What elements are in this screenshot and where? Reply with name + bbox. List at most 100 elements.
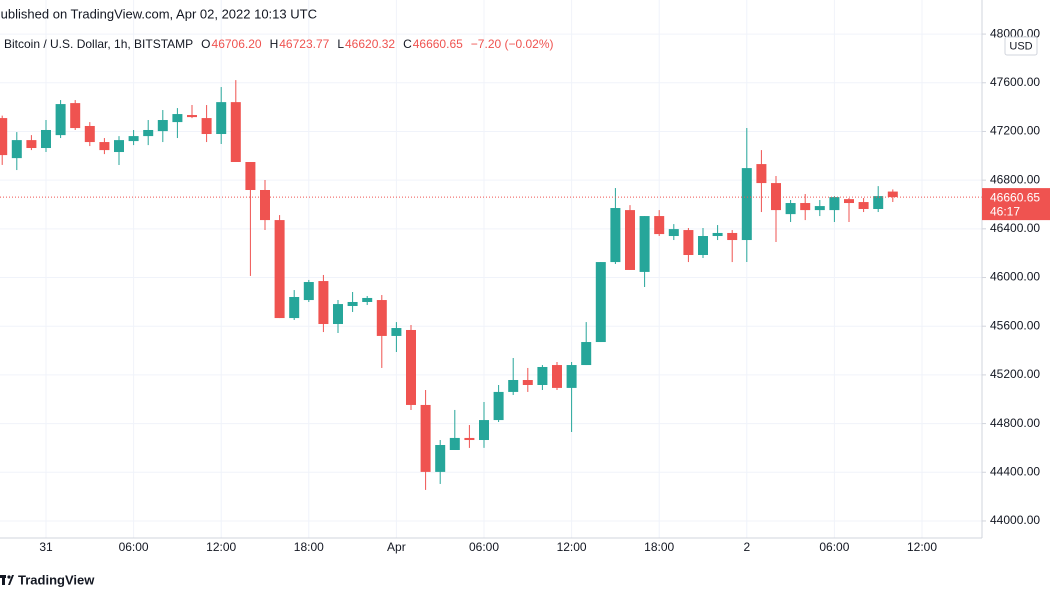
- candle-body: [829, 197, 840, 211]
- legend-value: 46620.32: [345, 37, 395, 51]
- y-tick-label: 44000.00: [990, 513, 1040, 527]
- candle-body: [566, 365, 577, 388]
- legend-value: 46723.77: [279, 37, 329, 51]
- brand: TradingView: [18, 572, 95, 587]
- candle-body: [143, 129, 154, 137]
- candle-body: [26, 140, 37, 149]
- last-price-box: [982, 188, 1050, 221]
- candle-body: [303, 282, 314, 301]
- candle-body: [55, 104, 66, 136]
- x-tick-label: 12:00: [907, 540, 937, 554]
- candles: [0, 80, 982, 490]
- candle-body: [11, 140, 22, 159]
- candle-body: [814, 206, 825, 211]
- candle-body: [887, 191, 898, 198]
- legend-value: 46706.20: [212, 37, 262, 51]
- candle-body: [157, 120, 168, 132]
- candle-body: [260, 190, 270, 221]
- candle-body: [464, 437, 475, 441]
- candle-body: [333, 304, 343, 325]
- candle-body: [347, 301, 358, 307]
- candle-body: [128, 136, 139, 142]
- candle-body: [858, 202, 869, 209]
- y-tick-label: 46400.00: [990, 221, 1040, 235]
- candle-body: [435, 445, 446, 472]
- candle-body: [727, 232, 738, 241]
- x-tick-label: 12:00: [557, 540, 587, 554]
- candle-body: [420, 404, 431, 472]
- candle-body: [552, 365, 562, 388]
- legend-key: C: [403, 37, 412, 51]
- candle-body: [449, 437, 460, 450]
- y-tick-label: 44800.00: [990, 416, 1040, 430]
- published-header: Published on TradingView.com, Apr 02, 20…: [0, 6, 317, 21]
- candle-body: [41, 129, 51, 149]
- candle-body: [406, 329, 416, 405]
- candle-body: [595, 262, 606, 343]
- y-tick-label: 44400.00: [990, 464, 1040, 478]
- legend-key: L: [337, 37, 344, 51]
- candle-body: [581, 342, 592, 366]
- candle-body: [172, 114, 183, 123]
- grid: [0, 0, 986, 538]
- y-tick-label: 47600.00: [990, 75, 1040, 89]
- currency-box: [1004, 36, 1038, 56]
- x-tick-label: Apr: [387, 540, 406, 554]
- candle-body: [201, 118, 212, 135]
- candle-body: [756, 164, 767, 184]
- x-tick-label: 18:00: [644, 540, 674, 554]
- candle-body: [376, 300, 387, 336]
- candle-body: [362, 297, 373, 302]
- candle-body: [289, 296, 300, 319]
- x-tick-label: 06:00: [469, 540, 499, 554]
- legend-change: −7.20 (−0.02%): [471, 37, 554, 51]
- candle-body: [0, 118, 8, 156]
- footer-logo: [0, 575, 14, 585]
- candle-body: [70, 103, 81, 129]
- candle-body: [508, 380, 519, 392]
- candle-body: [187, 115, 197, 118]
- candle-body: [114, 140, 124, 153]
- x-tick-label: 18:00: [294, 540, 324, 554]
- candle-body: [668, 229, 679, 237]
- legend-key: H: [270, 37, 279, 51]
- candle-body: [698, 236, 708, 256]
- candle-body: [318, 281, 329, 325]
- candle-body: [741, 168, 752, 241]
- candle-body: [800, 203, 811, 211]
- candle-body: [844, 199, 854, 204]
- candle-body: [479, 420, 489, 441]
- legend-key: O: [201, 37, 210, 51]
- candle-body: [537, 366, 548, 385]
- candle-body: [771, 183, 781, 211]
- candle-body: [274, 220, 285, 319]
- y-tick-label: 45600.00: [990, 318, 1040, 332]
- x-tick-label: 06:00: [119, 540, 149, 554]
- candle-body: [639, 216, 650, 272]
- candle-body: [493, 391, 504, 421]
- x-tick-label: 12:00: [206, 540, 236, 554]
- candle-body: [99, 142, 110, 151]
- x-tick-label: 31: [39, 540, 53, 554]
- y-tick-label: 47200.00: [990, 124, 1040, 138]
- symbol: Bitcoin / U.S. Dollar, 1h, BITSTAMP: [4, 37, 193, 51]
- candle-body: [683, 230, 694, 256]
- candle-body: [84, 125, 95, 143]
- y-tick-label: 46800.00: [990, 172, 1040, 186]
- candle-body: [216, 102, 227, 135]
- legend-value: 46660.65: [413, 37, 463, 51]
- y-tick-label: 45200.00: [990, 367, 1040, 381]
- last-price-label: 46660.65: [990, 190, 1040, 204]
- candle-body: [245, 162, 256, 191]
- candle-body: [625, 210, 635, 270]
- y-tick-label: 46000.00: [990, 270, 1040, 284]
- candle-body: [230, 102, 241, 163]
- currency: USD: [1009, 40, 1032, 52]
- candle-body: [873, 196, 884, 209]
- ohlc-legend: Bitcoin / U.S. Dollar, 1h, BITSTAMP O4670…: [4, 37, 554, 51]
- labels: 44000.00 44400.00 44800.00 45200.00 45600.00…: [39, 26, 1050, 554]
- x-tick-label: 06:00: [819, 540, 849, 554]
- candle-body: [391, 328, 402, 336]
